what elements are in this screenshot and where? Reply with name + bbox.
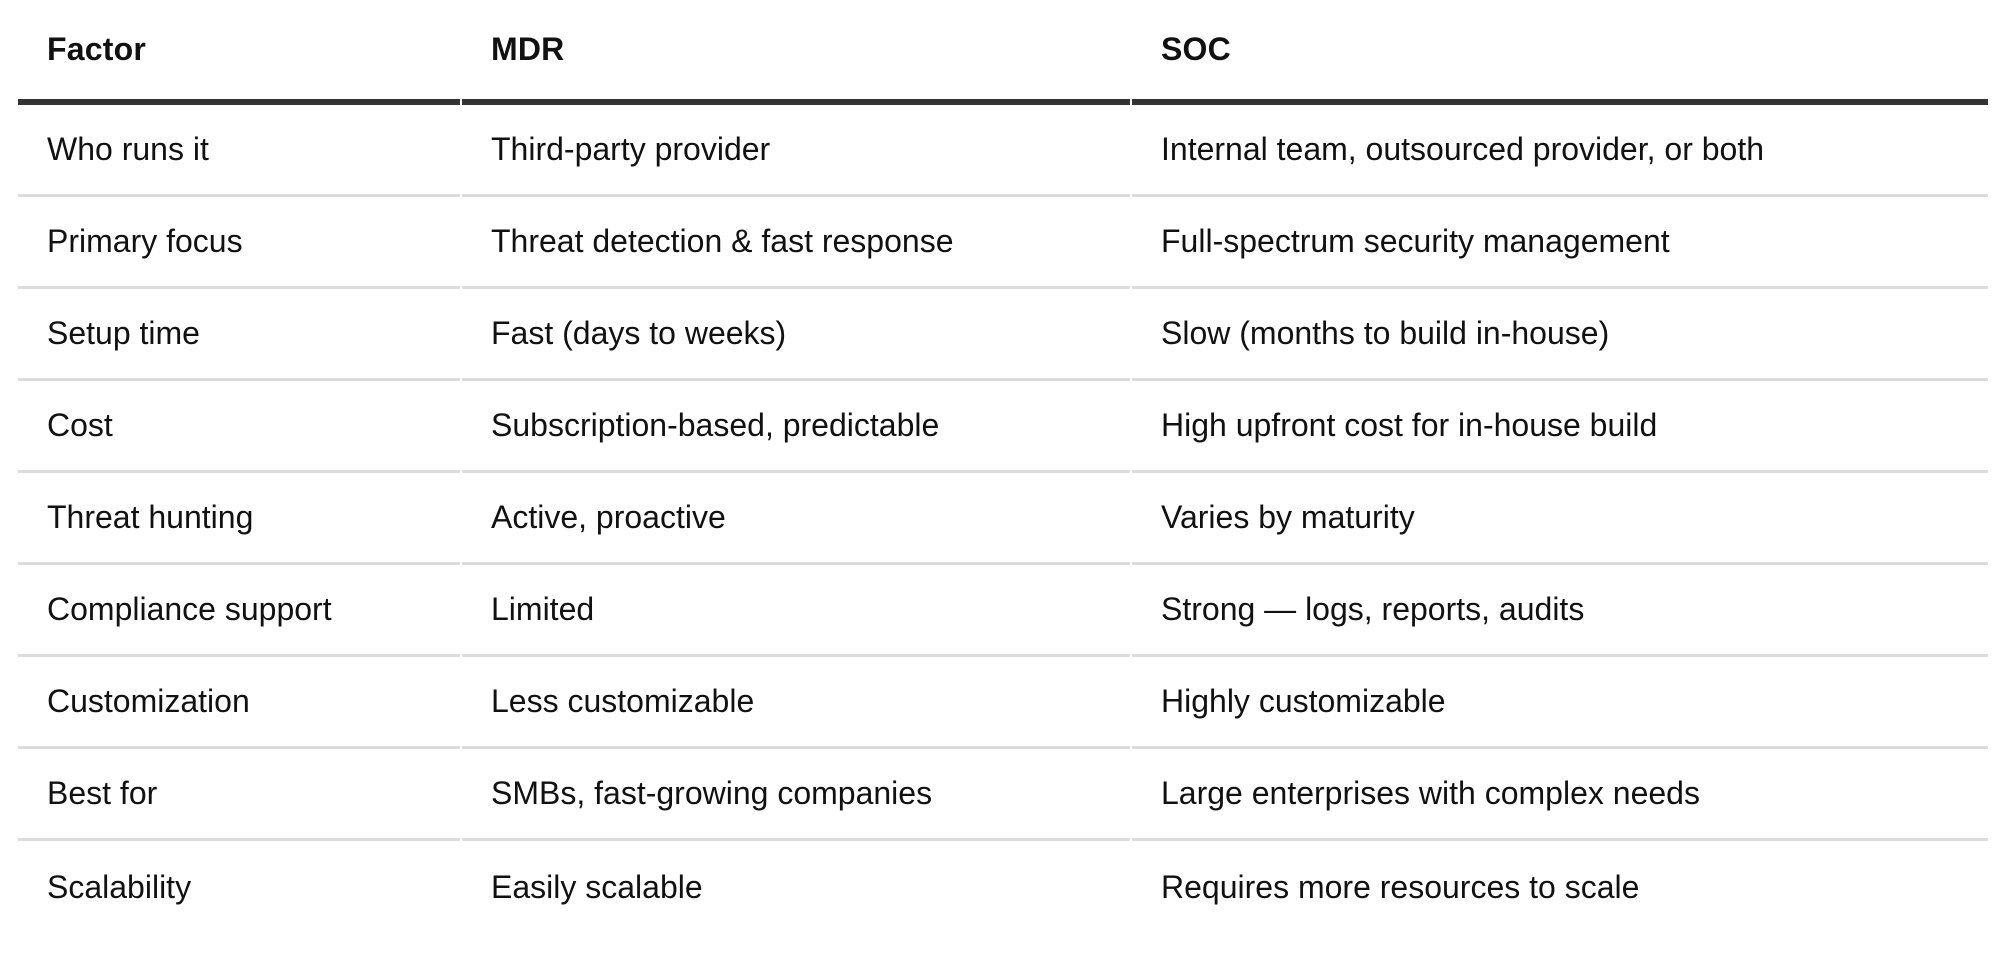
soc-cell: Requires more resources to scale xyxy=(1161,868,1640,905)
soc-cell: Internal team, outsourced provider, or b… xyxy=(1132,105,1988,197)
factor-cell: Threat hunting xyxy=(18,473,460,565)
table-row: Who runs it Third-party provider Interna… xyxy=(18,105,1988,197)
table-row: Customization Less customizable Highly c… xyxy=(18,657,1988,749)
factor-cell: Who runs it xyxy=(18,105,460,197)
factor-cell: Customization xyxy=(18,657,460,749)
factor-cell: Setup time xyxy=(18,289,460,381)
column-header-soc: SOC xyxy=(1132,0,1988,105)
table-row: Threat hunting Active, proactive Varies … xyxy=(18,473,1988,565)
mdr-cell: Subscription-based, predictable xyxy=(462,381,1130,473)
column-header-factor: Factor xyxy=(18,0,460,105)
table-row: Best for SMBs, fast-growing companies La… xyxy=(18,749,1988,841)
table-row: Scalability Easily scalable Requires mor… xyxy=(18,841,1988,933)
mdr-vs-soc-comparison-table: Factor MDR SOC Who runs it Third-party p… xyxy=(16,0,1990,933)
mdr-cell: Active, proactive xyxy=(462,473,1130,565)
mdr-cell: SMBs, fast-growing companies xyxy=(462,749,1130,841)
factor-cell: Scalability xyxy=(47,868,192,905)
soc-cell: Slow (months to build in-house) xyxy=(1132,289,1988,381)
soc-cell: Varies by maturity xyxy=(1132,473,1988,565)
factor-cell: Cost xyxy=(18,381,460,473)
mdr-cell: Less customizable xyxy=(462,657,1130,749)
soc-cell: High upfront cost for in-house build xyxy=(1132,381,1988,473)
soc-cell: Full-spectrum security management xyxy=(1132,197,1988,289)
table-row: Cost Subscription-based, predictable Hig… xyxy=(18,381,1988,473)
mdr-cell: Threat detection & fast response xyxy=(462,197,1130,289)
table-header: Factor MDR SOC xyxy=(18,0,1988,105)
soc-cell: Large enterprises with complex needs xyxy=(1132,749,1988,841)
factor-cell: Best for xyxy=(18,749,460,841)
table-row: Setup time Fast (days to weeks) Slow (mo… xyxy=(18,289,1988,381)
column-header-mdr: MDR xyxy=(462,0,1130,105)
factor-cell: Compliance support xyxy=(18,565,460,657)
mdr-cell: Fast (days to weeks) xyxy=(462,289,1130,381)
header-row: Factor MDR SOC xyxy=(18,0,1988,105)
table-row: Primary focus Threat detection & fast re… xyxy=(18,197,1988,289)
factor-cell: Primary focus xyxy=(18,197,460,289)
mdr-cell: Third-party provider xyxy=(462,105,1130,197)
table-body: Who runs it Third-party provider Interna… xyxy=(18,105,1988,933)
mdr-cell: Easily scalable xyxy=(491,868,703,905)
table-row: Compliance support Limited Strong — logs… xyxy=(18,565,1988,657)
soc-cell: Highly customizable xyxy=(1132,657,1988,749)
mdr-cell: Limited xyxy=(462,565,1130,657)
soc-cell: Strong — logs, reports, audits xyxy=(1132,565,1988,657)
